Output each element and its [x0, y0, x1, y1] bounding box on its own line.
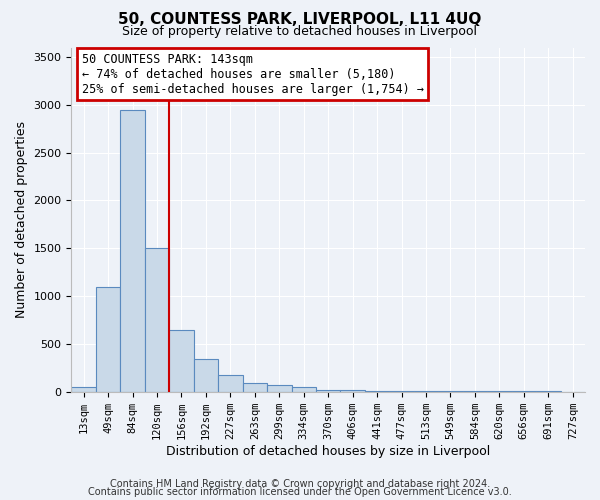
Text: Contains HM Land Registry data © Crown copyright and database right 2024.: Contains HM Land Registry data © Crown c…: [110, 479, 490, 489]
Text: 50, COUNTESS PARK, LIVERPOOL, L11 4UQ: 50, COUNTESS PARK, LIVERPOOL, L11 4UQ: [118, 12, 482, 28]
Bar: [71, 387, 96, 392]
Bar: [340, 390, 365, 392]
Text: Size of property relative to detached houses in Liverpool: Size of property relative to detached ho…: [122, 25, 478, 38]
Bar: [145, 248, 169, 392]
Bar: [169, 330, 194, 392]
Bar: [121, 110, 145, 392]
Bar: [242, 383, 267, 392]
Bar: [267, 384, 292, 392]
Bar: [292, 387, 316, 392]
Bar: [365, 390, 389, 392]
Bar: [316, 390, 340, 392]
Text: 50 COUNTESS PARK: 143sqm
← 74% of detached houses are smaller (5,180)
25% of sem: 50 COUNTESS PARK: 143sqm ← 74% of detach…: [82, 52, 424, 96]
Text: Contains public sector information licensed under the Open Government Licence v3: Contains public sector information licen…: [88, 487, 512, 497]
Bar: [96, 286, 121, 392]
Bar: [194, 359, 218, 392]
Bar: [414, 391, 438, 392]
X-axis label: Distribution of detached houses by size in Liverpool: Distribution of detached houses by size …: [166, 444, 490, 458]
Bar: [218, 375, 242, 392]
Bar: [389, 391, 414, 392]
Y-axis label: Number of detached properties: Number of detached properties: [15, 121, 28, 318]
